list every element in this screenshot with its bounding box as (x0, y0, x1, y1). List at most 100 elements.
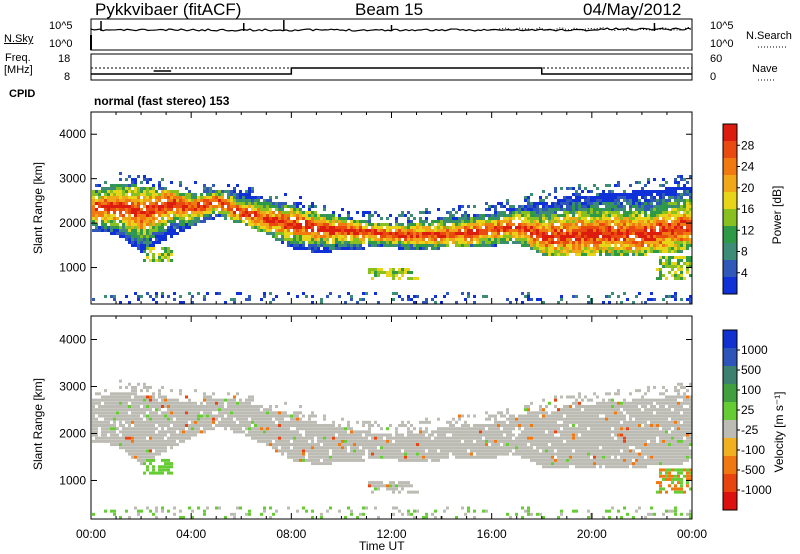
power-cell (482, 244, 485, 247)
velocity-cell (170, 436, 173, 440)
power-cell (602, 247, 605, 250)
velocity-cell (188, 404, 191, 408)
power-cell (587, 199, 590, 202)
power-cell (458, 217, 461, 220)
power-cell (347, 217, 350, 220)
power-cell (353, 247, 356, 250)
power-cell (623, 244, 626, 247)
power-cell (290, 205, 293, 208)
velocity-cell (338, 458, 341, 462)
power-cell (104, 193, 107, 196)
power-cell (194, 214, 197, 217)
power-cell (446, 220, 449, 223)
power-cell (554, 235, 557, 238)
power-cell (308, 223, 311, 226)
power-cell (173, 214, 176, 217)
velocity-cell (290, 449, 293, 453)
velocity-cell (140, 455, 143, 459)
power-cell (560, 253, 563, 256)
velocity-cell (287, 449, 290, 453)
power-cell (662, 241, 665, 244)
velocity-cell (311, 420, 314, 424)
velocity-cell (137, 401, 140, 405)
power-cell (503, 229, 506, 232)
velocity-cell (308, 446, 311, 450)
power-cell (542, 211, 545, 214)
power-cell (677, 247, 680, 250)
velocity-cell (236, 392, 239, 396)
velocity-cell (98, 392, 101, 396)
power-cell (683, 241, 686, 244)
velocity-cell (101, 430, 104, 434)
power-cell (662, 211, 665, 214)
velocity-cell (446, 449, 449, 453)
velocity-cell (239, 427, 242, 431)
power-cell (134, 187, 137, 190)
velocity-cell (392, 506, 395, 510)
velocity-cell (149, 395, 152, 399)
power-cell (419, 244, 422, 247)
power-cell (563, 250, 566, 253)
power-cell (302, 235, 305, 238)
power-cell (677, 214, 680, 217)
velocity-cell (437, 443, 440, 447)
power-cell (230, 193, 233, 196)
velocity-cell (293, 443, 296, 447)
power-cell (575, 295, 578, 298)
velocity-cell (125, 446, 128, 450)
power-cell (524, 208, 527, 211)
power-cell (347, 244, 350, 247)
velocity-cell (125, 420, 128, 424)
power-cell (326, 247, 329, 250)
power-cell (284, 232, 287, 235)
velocity-cell (254, 411, 257, 415)
power-cell (452, 226, 455, 229)
power-cell (674, 214, 677, 217)
power-cell (590, 253, 593, 256)
power-cell (383, 235, 386, 238)
power-cell (407, 220, 410, 223)
velocity-cell (467, 455, 470, 459)
power-cell (380, 226, 383, 229)
power-cell (92, 208, 95, 211)
power-cell (686, 268, 689, 271)
power-cell (293, 235, 296, 238)
power-cell (641, 238, 644, 241)
power-cell (584, 208, 587, 211)
power-cell (278, 211, 281, 214)
power-cell (413, 229, 416, 232)
power-cell (104, 226, 107, 229)
power-cell (506, 223, 509, 226)
velocity-cell (230, 408, 233, 412)
power-cell (395, 232, 398, 235)
power-cell (428, 235, 431, 238)
velocity-cell (353, 443, 356, 447)
power-cell (197, 208, 200, 211)
velocity-cell (368, 420, 371, 424)
power-cell (239, 193, 242, 196)
velocity-cell (395, 446, 398, 450)
power-cell (533, 208, 536, 211)
power-cell (296, 295, 299, 298)
power-cell (575, 235, 578, 238)
power-cell (266, 214, 269, 217)
power-cell (119, 178, 122, 181)
velocity-cell (407, 433, 410, 437)
power-cell (299, 223, 302, 226)
velocity-cell (137, 417, 140, 421)
velocity-cell (356, 443, 359, 447)
power-heatmap (92, 172, 692, 304)
power-cell (599, 196, 602, 199)
power-cell (437, 232, 440, 235)
velocity-cell (485, 430, 488, 434)
power-cell (152, 244, 155, 247)
power-cell (578, 202, 581, 205)
power-cell (530, 193, 533, 196)
power-cell (143, 175, 146, 178)
power-cell (479, 241, 482, 244)
velocity-cell (173, 430, 176, 434)
velocity-cell (179, 401, 182, 405)
velocity-cell (485, 424, 488, 428)
power-cell (593, 211, 596, 214)
velocity-cell (164, 417, 167, 421)
